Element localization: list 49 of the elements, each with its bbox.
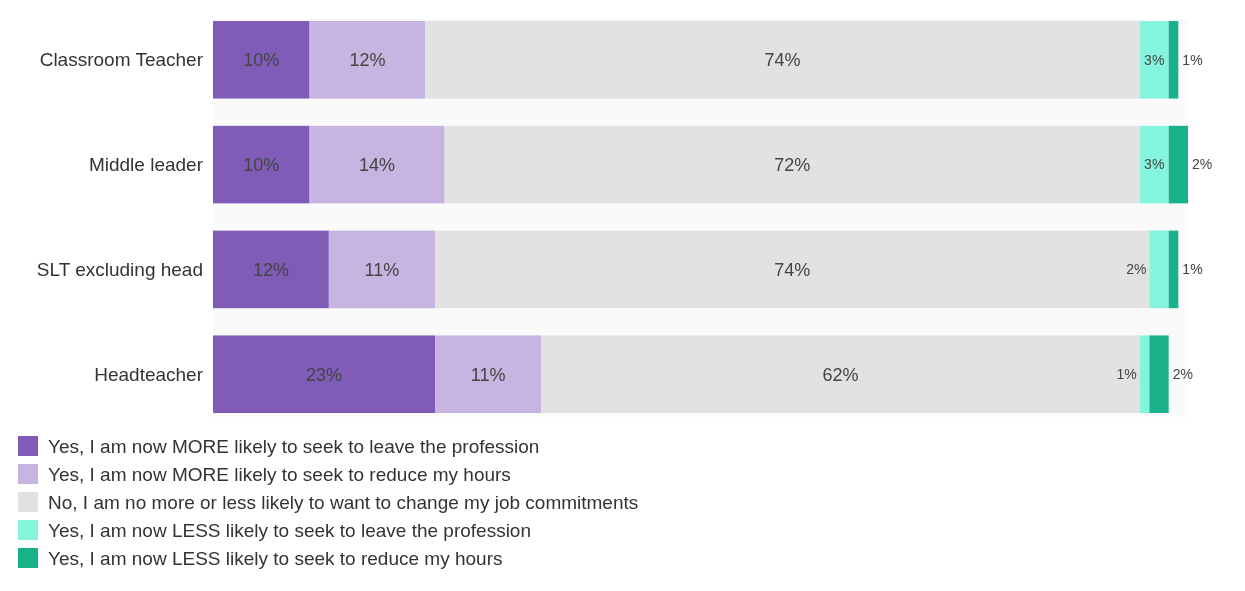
data-label: 10% bbox=[243, 50, 280, 71]
data-label: 1% bbox=[1182, 261, 1203, 278]
bar bbox=[425, 21, 1140, 99]
y-tick-label: Classroom Teacher bbox=[39, 49, 204, 71]
bar bbox=[541, 335, 1140, 413]
data-label: 11% bbox=[470, 364, 506, 385]
bar bbox=[1168, 230, 1179, 309]
legend-label: Yes, I am now MORE likely to seek to reduce my hours bbox=[48, 463, 511, 485]
y-tick-label: Middle leader bbox=[88, 154, 204, 176]
data-label: 12% bbox=[252, 259, 289, 280]
bar bbox=[213, 21, 310, 99]
bar bbox=[435, 335, 542, 413]
data-label: 10% bbox=[243, 154, 280, 175]
bar bbox=[213, 230, 329, 309]
bar bbox=[1139, 21, 1169, 99]
bar bbox=[213, 335, 436, 413]
bar bbox=[1139, 125, 1169, 204]
data-label: 14% bbox=[359, 154, 396, 175]
data-label: 3% bbox=[1144, 51, 1165, 68]
legend-label: No, I am no more or less likely to want to change my job commitments bbox=[48, 491, 639, 513]
data-label: 72% bbox=[774, 154, 811, 175]
data-label: 11% bbox=[364, 259, 400, 280]
data-label: 2% bbox=[1126, 261, 1147, 278]
data-label: 3% bbox=[1144, 156, 1165, 173]
bar bbox=[1168, 125, 1188, 204]
data-label: 23% bbox=[306, 364, 343, 385]
legend-label: Yes, I am now LESS likely to seek to leave the profession bbox=[48, 519, 532, 541]
bar bbox=[1139, 335, 1150, 413]
bar bbox=[328, 230, 436, 309]
y-tick-label: Headteacher bbox=[94, 363, 204, 385]
legend-label: Yes, I am now LESS likely to seek to reduce my hours bbox=[48, 547, 503, 569]
bar bbox=[444, 125, 1140, 204]
legend-label: Yes, I am now MORE likely to seek to leave the profession bbox=[48, 435, 540, 457]
data-label: 74% bbox=[764, 50, 801, 71]
data-label: 62% bbox=[822, 364, 859, 385]
bar bbox=[309, 21, 426, 99]
data-label: 2% bbox=[1172, 366, 1193, 383]
data-label: 1% bbox=[1182, 51, 1203, 68]
data-label: 12% bbox=[349, 50, 386, 71]
data-label: 74% bbox=[774, 259, 811, 280]
bar bbox=[1168, 21, 1179, 99]
bar bbox=[435, 230, 1150, 309]
data-label: 1% bbox=[1116, 366, 1137, 383]
bar bbox=[309, 125, 445, 204]
y-tick-label: SLT excluding head bbox=[36, 259, 203, 281]
data-label: 2% bbox=[1192, 156, 1213, 173]
bar bbox=[1149, 230, 1169, 309]
bar bbox=[213, 125, 310, 204]
bar bbox=[1149, 335, 1169, 413]
